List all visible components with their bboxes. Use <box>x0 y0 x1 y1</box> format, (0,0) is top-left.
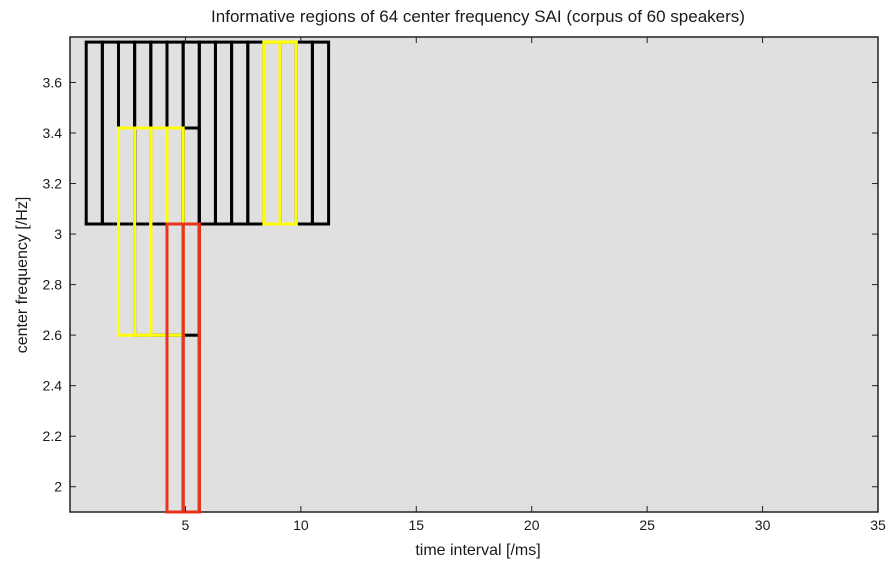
x-tick-labels: 5 10 15 20 25 30 35 <box>182 517 886 533</box>
region-rect-14 <box>310 40 331 226</box>
y-tick-label: 2.4 <box>43 378 63 394</box>
y-tick-label: 2.6 <box>43 327 63 343</box>
x-tick-label: 10 <box>293 517 309 533</box>
y-tick-label: 3 <box>54 226 62 242</box>
y-tick-label: 2 <box>54 479 62 495</box>
x-tick-label: 5 <box>182 517 190 533</box>
x-tick-label: 35 <box>870 517 886 533</box>
y-tick-label: 3.6 <box>43 74 63 90</box>
x-axis-label: time interval [/ms] <box>415 542 540 559</box>
tick-marks <box>70 37 879 512</box>
x-tick-label: 15 <box>408 517 424 533</box>
y-tick-label: 2.2 <box>43 428 63 444</box>
y-tick-label: 3.4 <box>43 125 63 141</box>
y-tick-label: 2.8 <box>43 277 63 293</box>
region-rect-26 <box>165 222 201 514</box>
regions-layer <box>84 40 331 514</box>
y-tick-label: 3.2 <box>43 176 63 192</box>
y-tick-labels: 2 2.2 2.4 2.6 2.8 3 3.2 3.4 3.6 <box>43 74 63 494</box>
plot-area <box>69 36 879 513</box>
region-rect-19 <box>278 40 298 226</box>
chart-title: Informative regions of 64 center frequen… <box>211 7 745 26</box>
x-tick-label: 25 <box>639 517 655 533</box>
x-tick-label: 20 <box>524 517 540 533</box>
y-axis-label: center frequency [/Hz] <box>14 197 31 354</box>
x-tick-label: 30 <box>755 517 771 533</box>
